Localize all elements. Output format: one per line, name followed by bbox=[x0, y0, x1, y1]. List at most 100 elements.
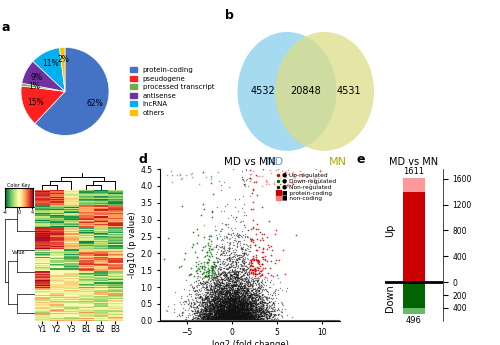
Point bbox=[252, 310, 260, 315]
Point bbox=[312, 167, 320, 172]
Point bbox=[252, 313, 260, 319]
Point bbox=[242, 292, 250, 298]
Point bbox=[228, 313, 235, 318]
Point bbox=[216, 251, 224, 257]
Point bbox=[254, 307, 262, 313]
Point bbox=[264, 316, 272, 321]
Point bbox=[242, 293, 250, 299]
Point bbox=[201, 293, 209, 298]
Point bbox=[231, 297, 239, 302]
Point bbox=[202, 310, 210, 316]
Point bbox=[254, 276, 262, 282]
Point bbox=[234, 270, 241, 276]
Point bbox=[246, 306, 254, 312]
Point bbox=[193, 275, 201, 281]
Point bbox=[204, 309, 212, 314]
Point bbox=[229, 269, 237, 275]
Point bbox=[214, 306, 222, 312]
Point bbox=[211, 301, 219, 306]
Point bbox=[234, 311, 242, 317]
Point bbox=[242, 278, 250, 284]
Point bbox=[230, 264, 238, 269]
Point bbox=[236, 281, 244, 287]
Point bbox=[200, 296, 208, 301]
Point bbox=[210, 317, 218, 323]
Point bbox=[211, 293, 219, 299]
Point bbox=[236, 315, 244, 320]
Point bbox=[239, 289, 247, 294]
Point bbox=[220, 308, 228, 313]
Point bbox=[231, 308, 239, 314]
Point bbox=[255, 301, 263, 307]
Point bbox=[233, 289, 241, 295]
Point bbox=[258, 312, 266, 317]
Point bbox=[246, 280, 254, 285]
Point bbox=[233, 311, 241, 316]
Point bbox=[261, 300, 269, 305]
Point bbox=[232, 249, 239, 255]
Point bbox=[236, 271, 244, 277]
Point bbox=[237, 269, 245, 274]
Point bbox=[205, 312, 213, 317]
Point bbox=[230, 312, 237, 317]
Point bbox=[237, 316, 245, 322]
Point bbox=[216, 317, 224, 323]
Point bbox=[238, 288, 246, 294]
Point bbox=[208, 215, 216, 220]
Point bbox=[233, 285, 241, 290]
Point bbox=[232, 283, 239, 288]
Point bbox=[201, 305, 209, 311]
Point bbox=[228, 309, 236, 315]
Point bbox=[210, 307, 218, 312]
Point bbox=[226, 303, 234, 309]
Point bbox=[219, 317, 227, 323]
Point bbox=[222, 315, 230, 321]
Point bbox=[246, 313, 254, 319]
Point bbox=[232, 298, 240, 304]
Point bbox=[274, 317, 282, 322]
Point bbox=[239, 307, 247, 312]
Point bbox=[214, 315, 222, 321]
Point bbox=[230, 316, 238, 322]
Point bbox=[206, 305, 214, 310]
Point bbox=[240, 318, 248, 324]
Point bbox=[226, 309, 234, 315]
Point bbox=[214, 315, 222, 321]
Point bbox=[252, 282, 260, 287]
Point bbox=[236, 297, 244, 302]
Point bbox=[198, 314, 206, 320]
Point bbox=[242, 299, 250, 304]
Point bbox=[234, 270, 241, 276]
Point bbox=[235, 252, 243, 258]
Point bbox=[205, 307, 213, 312]
Point bbox=[210, 294, 218, 300]
Point bbox=[278, 300, 286, 306]
Point bbox=[248, 314, 256, 320]
Point bbox=[243, 309, 251, 315]
Point bbox=[182, 172, 190, 178]
Point bbox=[248, 303, 256, 309]
Point bbox=[232, 279, 239, 285]
Point bbox=[238, 286, 246, 291]
Point bbox=[214, 278, 222, 284]
Point bbox=[232, 317, 240, 323]
Point bbox=[232, 292, 240, 297]
Point bbox=[242, 309, 250, 315]
Point bbox=[239, 317, 247, 323]
Point bbox=[271, 231, 279, 237]
Point bbox=[266, 258, 274, 264]
Point bbox=[218, 317, 226, 323]
Point bbox=[220, 314, 228, 320]
Point bbox=[227, 298, 235, 304]
Point bbox=[228, 298, 236, 304]
Point bbox=[246, 313, 254, 319]
Point bbox=[210, 306, 218, 312]
Point bbox=[252, 278, 260, 284]
Point bbox=[220, 298, 228, 304]
Point bbox=[217, 303, 225, 308]
Point bbox=[239, 284, 247, 289]
Point bbox=[194, 307, 202, 313]
Point bbox=[248, 280, 256, 286]
Point bbox=[225, 301, 233, 306]
Point bbox=[210, 309, 218, 315]
